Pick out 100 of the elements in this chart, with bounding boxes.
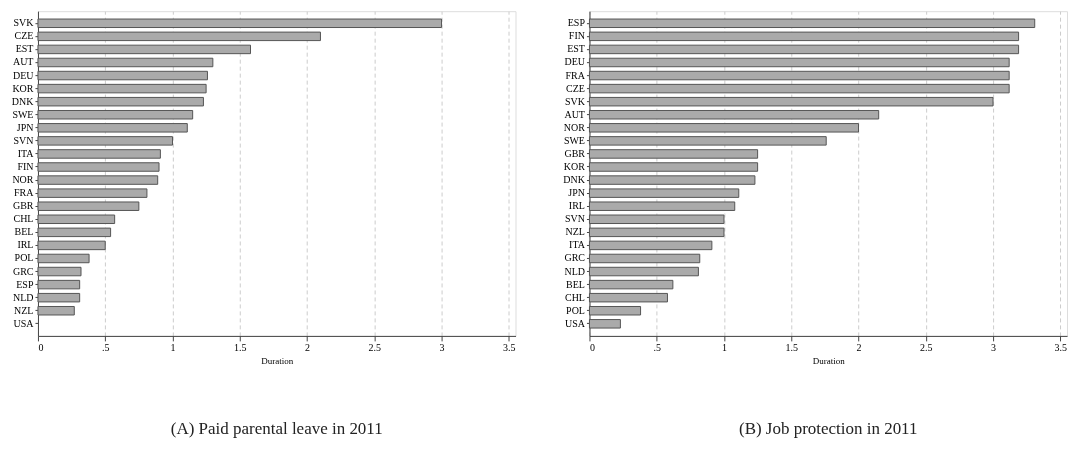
bar [37, 214, 116, 225]
y-tick-label: CHL [564, 291, 585, 303]
bar [37, 266, 82, 277]
y-tick-label: DEU [12, 69, 34, 81]
bar [588, 149, 759, 159]
x-tick-label: 1 [721, 342, 727, 354]
bar [588, 292, 668, 303]
x-tick-label: 3.5 [503, 342, 516, 354]
x-tick-label: 1.5 [234, 342, 247, 354]
bar [37, 305, 75, 316]
x-tick-label: 2.5 [920, 342, 933, 354]
y-tick-label: ESP [16, 278, 34, 290]
bar [588, 175, 756, 185]
y-tick-label: POL [14, 252, 34, 264]
bar [588, 96, 994, 107]
y-tick-label: KOR [12, 82, 34, 94]
text: (B) Job protection in 2011 [739, 418, 918, 438]
bar [588, 214, 725, 225]
bar [588, 279, 674, 290]
bar [588, 44, 1020, 55]
bar [37, 44, 252, 55]
y-tick-label: NOR [12, 174, 34, 186]
x-axis-title: Duration [812, 356, 846, 367]
bar [37, 18, 443, 29]
bar [588, 110, 880, 120]
y-tick-label: BEL [14, 226, 34, 238]
x-tick-label: 2 [856, 342, 862, 354]
x-tick-label: 0 [589, 342, 595, 354]
bar [37, 162, 160, 172]
bar [37, 136, 173, 146]
bar [588, 240, 713, 251]
y-tick-label: ITA [569, 239, 586, 251]
y-tick-label: IRL [17, 239, 34, 251]
bar [588, 83, 1010, 94]
y-tick-label: CZE [14, 30, 34, 42]
bar [37, 149, 161, 159]
bar [37, 188, 148, 198]
y-tick-label: FIN [17, 161, 34, 173]
bar [588, 123, 859, 133]
y-tick-label: NZL [14, 304, 34, 316]
bar [588, 266, 699, 277]
x-tick-label: 2 [305, 342, 311, 354]
y-tick-label: ITA [17, 147, 35, 159]
bar [37, 96, 204, 107]
y-tick-label: DEU [564, 56, 585, 68]
y-tick-label: NZL [565, 226, 585, 238]
y-tick-label: BEL [566, 278, 585, 290]
y-tick-label: FRA [14, 187, 35, 199]
y-tick-label: JPN [568, 187, 585, 199]
bar [588, 136, 827, 146]
bar [37, 201, 140, 211]
bar [37, 240, 106, 251]
bar [37, 253, 90, 264]
bar [37, 31, 321, 42]
y-tick-label: GBR [564, 147, 586, 159]
x-tick-label: 3.5 [1054, 342, 1068, 354]
bar [588, 31, 1020, 42]
bar [588, 227, 725, 238]
y-tick-label: ESP [567, 17, 586, 29]
y-tick-label: NLD [564, 265, 585, 277]
y-tick-label: GRC [564, 252, 586, 264]
bar [588, 253, 701, 264]
x-tick-label: 1 [170, 342, 176, 354]
bar [588, 319, 621, 329]
bar [37, 83, 207, 94]
y-tick-label: AUT [12, 56, 34, 68]
y-tick-label: SWE [563, 134, 585, 146]
bar [37, 57, 214, 68]
y-tick-label: DNK [11, 95, 35, 107]
bar [588, 70, 1010, 81]
y-tick-label: CZE [566, 82, 585, 94]
bar [37, 110, 194, 120]
x-tick-label: 3 [439, 342, 445, 354]
y-tick-label: IRL [568, 200, 585, 212]
bar [588, 188, 740, 198]
y-tick-label: KOR [563, 161, 586, 173]
bar [37, 292, 81, 303]
y-tick-label: USA [564, 317, 586, 329]
x-axis-title: Duration [261, 356, 294, 367]
y-tick-label: DNK [563, 174, 586, 186]
bar [588, 162, 759, 172]
x-tick-label: 1.5 [785, 342, 798, 354]
x-tick-label: 2.5 [368, 342, 382, 354]
bar [588, 57, 1010, 68]
y-tick-label: EST [567, 43, 585, 55]
y-tick-label: AUT [564, 108, 585, 120]
y-tick-label: CHL [13, 213, 34, 225]
y-tick-label: GRC [12, 265, 34, 277]
y-tick-label: NLD [12, 291, 34, 303]
bar [37, 279, 81, 290]
y-tick-label: FIN [568, 30, 585, 42]
bar [37, 123, 188, 133]
bar [37, 175, 159, 185]
bar [37, 70, 208, 81]
y-tick-label: EST [15, 43, 34, 55]
bar [37, 227, 112, 238]
bar [588, 305, 642, 316]
x-tick-label: .5 [101, 342, 110, 354]
y-tick-label: SVK [564, 95, 586, 107]
y-tick-label: USA [13, 317, 35, 329]
